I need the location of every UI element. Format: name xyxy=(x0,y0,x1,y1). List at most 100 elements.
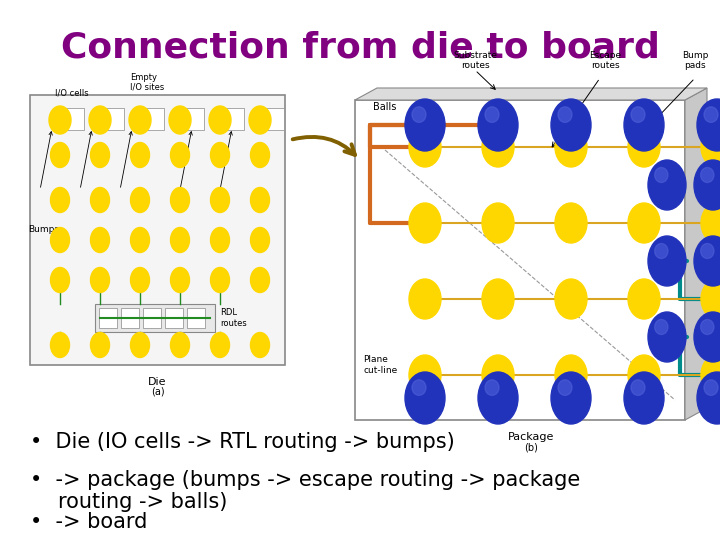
Ellipse shape xyxy=(210,187,230,213)
Ellipse shape xyxy=(409,203,441,243)
Ellipse shape xyxy=(91,187,109,213)
Ellipse shape xyxy=(694,160,720,210)
Ellipse shape xyxy=(694,312,720,362)
Text: •  -> board: • -> board xyxy=(30,512,148,532)
Text: RDL
routes: RDL routes xyxy=(220,308,247,328)
Ellipse shape xyxy=(555,203,587,243)
Ellipse shape xyxy=(555,279,587,319)
FancyBboxPatch shape xyxy=(144,108,164,130)
Ellipse shape xyxy=(482,279,514,319)
Ellipse shape xyxy=(251,267,269,293)
FancyBboxPatch shape xyxy=(187,308,205,328)
Ellipse shape xyxy=(251,333,269,357)
Ellipse shape xyxy=(210,333,230,357)
Text: Plane
cut-line: Plane cut-line xyxy=(363,355,397,375)
Text: (a): (a) xyxy=(150,387,164,397)
Ellipse shape xyxy=(555,355,587,395)
Ellipse shape xyxy=(551,372,591,424)
Ellipse shape xyxy=(628,127,660,167)
Text: •  -> package (bumps -> escape routing -> package: • -> package (bumps -> escape routing ->… xyxy=(30,470,580,490)
Text: Bumps: Bumps xyxy=(28,226,59,234)
Ellipse shape xyxy=(701,127,720,167)
Ellipse shape xyxy=(50,333,70,357)
Ellipse shape xyxy=(555,127,587,167)
Ellipse shape xyxy=(697,99,720,151)
Text: I/O cells: I/O cells xyxy=(55,89,89,98)
Ellipse shape xyxy=(697,372,720,424)
Ellipse shape xyxy=(628,279,660,319)
Ellipse shape xyxy=(210,267,230,293)
Ellipse shape xyxy=(558,380,572,395)
Ellipse shape xyxy=(251,187,269,213)
Ellipse shape xyxy=(482,203,514,243)
Text: Package: Package xyxy=(508,432,554,442)
Text: Empty
I/O sites: Empty I/O sites xyxy=(130,72,164,92)
Ellipse shape xyxy=(171,187,189,213)
Ellipse shape xyxy=(701,244,714,259)
FancyBboxPatch shape xyxy=(224,108,244,130)
Ellipse shape xyxy=(91,227,109,253)
Ellipse shape xyxy=(130,143,150,167)
Ellipse shape xyxy=(405,99,445,151)
Polygon shape xyxy=(355,88,707,100)
Ellipse shape xyxy=(91,143,109,167)
Ellipse shape xyxy=(409,279,441,319)
FancyBboxPatch shape xyxy=(64,108,84,130)
Ellipse shape xyxy=(130,333,150,357)
Ellipse shape xyxy=(171,267,189,293)
Ellipse shape xyxy=(485,380,499,395)
Ellipse shape xyxy=(49,106,71,134)
Ellipse shape xyxy=(631,107,645,123)
Ellipse shape xyxy=(409,355,441,395)
Ellipse shape xyxy=(694,236,720,286)
Ellipse shape xyxy=(648,160,686,210)
FancyBboxPatch shape xyxy=(95,304,215,332)
Ellipse shape xyxy=(209,106,231,134)
Text: Substrate
routes: Substrate routes xyxy=(453,51,497,70)
FancyBboxPatch shape xyxy=(121,308,139,328)
Ellipse shape xyxy=(701,279,720,319)
FancyBboxPatch shape xyxy=(104,108,124,130)
Ellipse shape xyxy=(704,380,718,395)
Ellipse shape xyxy=(648,312,686,362)
Ellipse shape xyxy=(701,355,720,395)
Ellipse shape xyxy=(210,143,230,167)
Text: Die: Die xyxy=(148,377,167,387)
Ellipse shape xyxy=(648,236,686,286)
FancyBboxPatch shape xyxy=(165,308,183,328)
Ellipse shape xyxy=(251,143,269,167)
Text: •  Die (IO cells -> RTL routing -> bumps): • Die (IO cells -> RTL routing -> bumps) xyxy=(30,432,455,452)
FancyBboxPatch shape xyxy=(264,108,284,130)
Ellipse shape xyxy=(91,333,109,357)
Ellipse shape xyxy=(701,320,714,334)
Ellipse shape xyxy=(701,167,714,183)
FancyBboxPatch shape xyxy=(30,95,285,365)
Ellipse shape xyxy=(409,127,441,167)
Ellipse shape xyxy=(50,267,70,293)
Ellipse shape xyxy=(129,106,151,134)
Ellipse shape xyxy=(654,320,668,334)
Ellipse shape xyxy=(624,372,664,424)
Ellipse shape xyxy=(482,127,514,167)
Ellipse shape xyxy=(130,267,150,293)
Ellipse shape xyxy=(89,106,111,134)
Ellipse shape xyxy=(631,380,645,395)
Ellipse shape xyxy=(701,203,720,243)
Ellipse shape xyxy=(704,107,718,123)
Ellipse shape xyxy=(412,107,426,123)
Ellipse shape xyxy=(628,355,660,395)
FancyBboxPatch shape xyxy=(355,100,685,420)
Ellipse shape xyxy=(91,267,109,293)
Ellipse shape xyxy=(412,380,426,395)
Ellipse shape xyxy=(624,99,664,151)
Ellipse shape xyxy=(249,106,271,134)
FancyBboxPatch shape xyxy=(143,308,161,328)
Ellipse shape xyxy=(171,143,189,167)
Ellipse shape xyxy=(130,227,150,253)
Ellipse shape xyxy=(478,372,518,424)
Text: (b): (b) xyxy=(524,442,538,452)
Text: Escape
routes: Escape routes xyxy=(589,51,621,70)
Ellipse shape xyxy=(482,355,514,395)
Ellipse shape xyxy=(478,99,518,151)
Polygon shape xyxy=(685,88,707,420)
